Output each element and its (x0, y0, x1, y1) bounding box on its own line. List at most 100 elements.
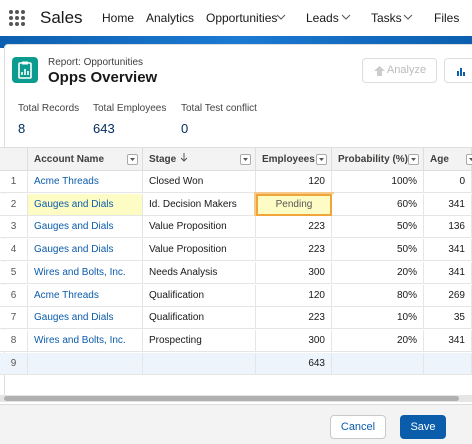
table-cell: 80% (332, 284, 424, 307)
column-title: Probability (%) (338, 154, 409, 165)
chevron[interactable] (403, 14, 413, 21)
row-number: 7 (0, 307, 28, 330)
app-launcher[interactable] (8, 9, 26, 27)
summary-label: Total Test conflict (181, 103, 257, 114)
table-cell: 0 (424, 171, 472, 193)
table-cell (332, 352, 424, 375)
table-cell: Prospecting (143, 329, 256, 352)
table-cell[interactable]: Gauges and Dials (28, 239, 143, 262)
column-menu[interactable] (127, 154, 138, 165)
row-number: 4 (0, 239, 28, 262)
header-cell[interactable]: Account Name (28, 147, 143, 171)
column-menu[interactable] (240, 154, 251, 165)
table-cell: Value Proposition (143, 239, 256, 262)
table-cell[interactable]: Wires and Bolts, Inc. (28, 261, 143, 284)
table-cell: Id. Decision Makers (143, 193, 256, 216)
column-title: Employees (262, 154, 315, 165)
table-cell: 223 (256, 239, 332, 262)
table-cell: 341 (424, 239, 472, 262)
nav-item[interactable]: Files (434, 11, 460, 25)
table-cell: Qualification (143, 284, 256, 307)
column-title: Age (430, 154, 449, 165)
table-cell: 10% (332, 307, 424, 330)
table-cell[interactable]: Acme Threads (28, 171, 143, 193)
table-cell: 223 (256, 307, 332, 330)
table-cell[interactable]: Gauges and Dials (28, 193, 143, 216)
table-cell: 50% (332, 239, 424, 262)
column-title: Account Name (34, 154, 105, 165)
header-cell (0, 147, 28, 171)
cancel-button[interactable]: Cancel (330, 415, 386, 439)
table-cell (28, 352, 143, 375)
table-cell: 300 (256, 261, 332, 284)
row-number: 3 (0, 216, 28, 239)
row-number: 1 (0, 171, 28, 193)
report-type: Report: Opportunities (48, 57, 144, 68)
table-cell: 223 (256, 216, 332, 239)
table-cell: 20% (332, 261, 424, 284)
table-cell[interactable]: Wires and Bolts, Inc. (28, 329, 143, 352)
header-cell[interactable]: Age (424, 147, 472, 171)
button-label: Analyze (386, 64, 427, 76)
table-cell: 120 (256, 284, 332, 307)
table-cell: 100% (332, 171, 424, 193)
table-cell: 35 (424, 307, 472, 330)
column-title: Stage (149, 154, 177, 165)
save-button[interactable]: Save (400, 415, 446, 439)
report-title: Opps Overview (48, 69, 158, 86)
header-cell[interactable]: Probability (%) (332, 147, 424, 171)
nav-bar: Sales Home Analytics Opportunities Leads… (0, 0, 472, 37)
table-cell: 20% (332, 329, 424, 352)
chevron[interactable] (341, 14, 351, 21)
nav-item[interactable]: Analytics (146, 11, 195, 25)
table-cell: 50% (332, 216, 424, 239)
summary-value: 0 (181, 121, 189, 136)
footer (0, 404, 472, 444)
table-cell: Value Proposition (143, 216, 256, 239)
row-number: 2 (0, 193, 28, 216)
row-number: 6 (0, 284, 28, 307)
nav-item[interactable]: Opportunities (206, 11, 278, 25)
table-cell[interactable]: Gauges and Dials (28, 216, 143, 239)
nav-item[interactable]: Tasks (371, 11, 402, 25)
table-cell: 643 (256, 352, 332, 375)
column-menu[interactable] (466, 154, 472, 165)
app-name: Sales (40, 8, 83, 27)
table-cell: 341 (424, 193, 472, 216)
row-number: 9 (0, 352, 28, 375)
table-cell[interactable]: Gauges and Dials (28, 307, 143, 330)
scrollbar[interactable] (0, 395, 472, 402)
chevron[interactable] (276, 14, 286, 21)
nav-item[interactable]: Leads (306, 11, 339, 25)
summary-value: 8 (18, 121, 26, 136)
table-cell: 269 (424, 284, 472, 307)
table-cell[interactable]: Pending (256, 193, 332, 216)
table-cell (143, 352, 256, 375)
header-cell[interactable]: Stage (143, 147, 256, 171)
table-cell (424, 352, 472, 375)
table-cell[interactable]: Acme Threads (28, 284, 143, 307)
summary-label: Total Employees (93, 103, 167, 114)
table-cell: Closed Won (143, 171, 256, 193)
table-cell: 300 (256, 329, 332, 352)
table-cell: Needs Analysis (143, 261, 256, 284)
table-cell: 60% (332, 193, 424, 216)
analyze-button[interactable]: Analyze (362, 58, 437, 83)
nav-item[interactable]: Home (102, 11, 135, 25)
table-cell: 341 (424, 261, 472, 284)
chart-button[interactable] (444, 58, 472, 83)
table-cell: Qualification (143, 307, 256, 330)
scroll-thumb[interactable] (4, 396, 459, 401)
report-icon (12, 57, 38, 83)
column-menu[interactable] (408, 154, 419, 165)
header-cell[interactable]: Employees (256, 147, 332, 171)
summary-value: 643 (93, 121, 115, 136)
table-cell: 136 (424, 216, 472, 239)
sort-icon (180, 153, 188, 162)
table-cell: 341 (424, 329, 472, 352)
table-cell: 120 (256, 171, 332, 193)
column-menu[interactable] (316, 154, 327, 165)
row-number: 5 (0, 261, 28, 284)
row-number: 8 (0, 329, 28, 352)
